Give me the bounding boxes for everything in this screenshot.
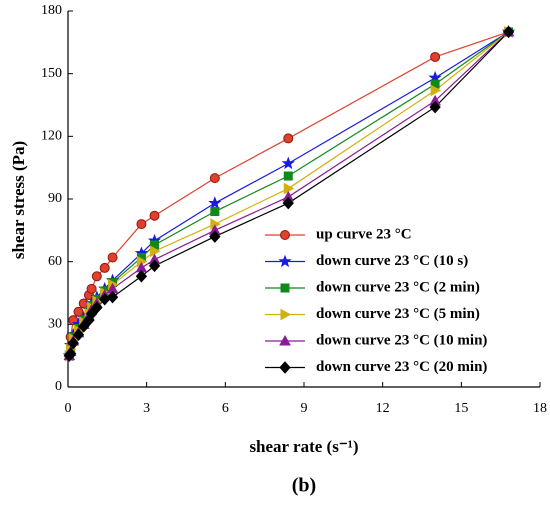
legend-label: down curve 23 °C (2 min)	[316, 279, 480, 295]
marker	[99, 262, 110, 273]
marker	[280, 308, 292, 321]
x-tick-label: 15	[454, 401, 468, 416]
y-tick-label: 180	[41, 3, 62, 18]
marker	[150, 245, 161, 258]
x-tick-label: 9	[301, 401, 308, 416]
marker	[107, 252, 118, 263]
x-axis-label: shear rate (s⁻¹)	[249, 437, 358, 456]
marker	[149, 210, 160, 221]
y-tick-label: 150	[41, 66, 62, 81]
y-tick-label: 30	[48, 317, 62, 332]
marker	[430, 51, 441, 62]
marker	[64, 347, 77, 360]
y-tick-label: 0	[55, 379, 62, 394]
legend-label: down curve 23 °C (5 min)	[316, 306, 480, 322]
marker	[72, 328, 85, 342]
legend-label: up curve 23 °C	[316, 226, 412, 242]
marker	[209, 173, 220, 184]
caption: (b)	[292, 475, 316, 497]
x-tick-label: 6	[222, 401, 229, 416]
marker	[283, 182, 295, 195]
legend-label: down curve 23 °C (10 s)	[316, 253, 468, 269]
marker	[73, 306, 84, 317]
marker	[208, 196, 222, 209]
legend-label: down curve 23 °C (20 min)	[316, 359, 487, 375]
marker	[78, 320, 90, 333]
marker	[210, 207, 220, 217]
marker	[280, 230, 290, 240]
marker	[281, 156, 295, 170]
marker	[209, 230, 221, 243]
x-tick-label: 18	[533, 401, 547, 416]
marker	[283, 133, 294, 144]
marker	[282, 196, 294, 210]
legend-label: down curve 23 °C (10 min)	[316, 332, 487, 348]
marker	[280, 283, 290, 293]
marker	[429, 100, 441, 114]
marker	[279, 334, 291, 346]
x-tick-label: 0	[65, 401, 72, 416]
y-tick-label: 120	[41, 129, 62, 144]
marker	[148, 259, 161, 273]
marker	[502, 25, 515, 39]
x-tick-label: 12	[376, 401, 390, 416]
y-tick-label: 60	[48, 254, 62, 269]
marker	[135, 270, 148, 283]
marker	[278, 254, 292, 268]
marker	[91, 271, 102, 282]
y-tick-label: 90	[48, 191, 62, 206]
marker	[136, 219, 147, 230]
y-axis-label: shear stress (Pa)	[9, 141, 28, 259]
marker	[283, 171, 293, 181]
marker	[106, 290, 119, 304]
marker	[78, 298, 89, 309]
marker	[85, 307, 98, 321]
marker	[279, 361, 291, 374]
marker	[91, 301, 103, 314]
x-tick-label: 3	[143, 401, 150, 416]
marker	[67, 336, 79, 350]
marker	[86, 283, 97, 294]
marker	[430, 84, 442, 97]
